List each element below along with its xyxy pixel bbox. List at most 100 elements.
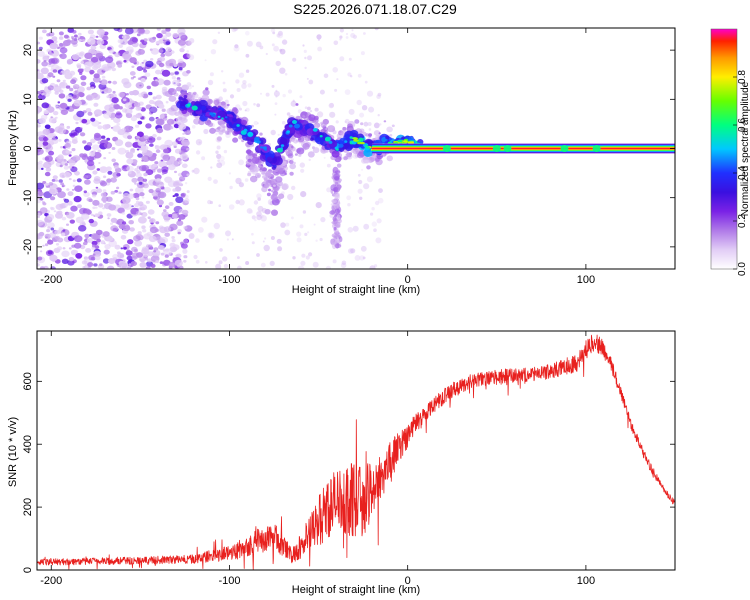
spectrogram-cell [287, 153, 294, 159]
spectrogram-cell [183, 255, 188, 259]
spectrogram-cell [242, 100, 248, 107]
spectrogram-cell [339, 56, 345, 62]
spectrogram-cell [276, 167, 284, 174]
spectrogram-cell [287, 193, 294, 201]
spectrogram-cell [163, 79, 171, 86]
spectrogram-xtick-label: -200 [40, 274, 62, 286]
spectrogram-cell [46, 33, 51, 37]
spectrogram-cell [41, 102, 50, 109]
spectrogram-cell [69, 70, 76, 76]
spectrogram-cell [213, 179, 218, 185]
spectrogram-cell [92, 170, 98, 175]
spectrogram-cell [37, 212, 41, 216]
spectrogram-cell [271, 209, 278, 216]
spectrogram-cell [48, 150, 55, 156]
spectrogram-cell [232, 137, 239, 143]
spectrogram-cell [117, 64, 123, 68]
spectrogram-cell [172, 195, 176, 198]
spectrogram-cell [65, 70, 71, 75]
spectrogram-cell [168, 214, 173, 218]
spectrogram-cell [229, 94, 235, 99]
spectrogram-cell [245, 107, 250, 112]
spectrogram-cell [237, 256, 240, 259]
spectrogram-cell [131, 37, 138, 43]
spectrogram-cell [53, 247, 61, 254]
spectrogram-cell [334, 208, 340, 214]
spectrogram-cell [161, 69, 171, 77]
spectrogram-cell [353, 139, 359, 142]
spectrogram-cell [96, 188, 103, 193]
spectrogram-cell [344, 89, 351, 95]
spectrogram-cell [113, 117, 121, 124]
spectrogram-cell [136, 181, 145, 189]
spectrogram-cell [137, 49, 145, 55]
spectrogram-cell [93, 151, 102, 159]
spectrogram-cell [155, 94, 162, 100]
spectrogram-ytick-label: -20 [22, 239, 34, 255]
spectrogram-cell [157, 191, 167, 199]
spectrogram-cell [205, 111, 211, 117]
spectrogram-cell [172, 79, 180, 86]
spectrogram-cell [184, 198, 190, 204]
spectrogram-cell [59, 72, 63, 75]
spectrogram-cell [181, 139, 190, 147]
spectrogram-cell [231, 238, 234, 241]
spectrogram-cell [336, 163, 342, 168]
spectrogram-cell [85, 122, 89, 125]
spectrogram-cell [307, 231, 310, 234]
spectrogram-cell [54, 229, 61, 235]
spectrogram-cell [259, 132, 263, 136]
spectrogram-cell [114, 104, 120, 110]
spectrogram-cell [77, 204, 82, 209]
spectrogram-cell [155, 118, 165, 126]
spectrogram-cell [276, 238, 282, 244]
spectrogram-cell [71, 54, 80, 61]
spectrogram-cell [136, 66, 143, 72]
spectrogram-cell [187, 103, 191, 107]
spectrogram-cell [39, 207, 48, 214]
spectrogram-cell [130, 116, 137, 122]
spectrogram-cell [84, 159, 88, 163]
spectrogram-cell [277, 246, 283, 252]
spectrogram-cell [273, 184, 276, 187]
spectrogram-cell [57, 101, 61, 104]
spectrogram-cell [110, 93, 117, 99]
spectrogram-cell [135, 113, 143, 119]
spectrogram-cell [47, 90, 52, 94]
spectrogram-xtick-label: 0 [405, 274, 411, 286]
spectrogram-cell [193, 254, 198, 260]
spectrogram-cell [310, 137, 314, 141]
spectrogram-cell [177, 39, 186, 46]
spectrogram-cell [292, 120, 297, 124]
spectrogram-cell [45, 236, 48, 239]
spectrogram-cell [127, 239, 134, 245]
spectrogram-cell [99, 34, 104, 38]
spectrogram-cell [147, 216, 151, 219]
spectrogram-cell [123, 59, 127, 63]
spectrogram-cell [159, 56, 166, 62]
spectrogram-cell [131, 205, 134, 208]
spectrogram-cell [348, 108, 355, 115]
spectrogram-cell [376, 218, 382, 224]
spectrogram-cell [48, 52, 54, 56]
spectrogram-cell [47, 85, 54, 91]
spectrogram-cell [375, 237, 382, 244]
spectrogram-cell [281, 183, 289, 190]
spectrogram-cell [283, 166, 288, 171]
spectrogram-cell [80, 75, 87, 81]
spectrogram-cell [69, 151, 73, 154]
spectrogram-cell [176, 116, 184, 124]
spectrogram-cell [143, 135, 149, 140]
spectrogram-cell [343, 156, 348, 161]
spectrogram-cell [166, 118, 175, 125]
spectrogram-cell [87, 29, 94, 35]
spectrogram-cell [155, 181, 165, 189]
spectrogram-cell [273, 90, 280, 97]
spectrogram-cell [39, 197, 44, 201]
spectrogram-cell [147, 209, 155, 215]
spectrogram-cell [76, 157, 81, 161]
spectrogram-cell [141, 155, 150, 163]
spectrogram-cell [175, 196, 184, 204]
spectrogram-cell [67, 191, 74, 197]
